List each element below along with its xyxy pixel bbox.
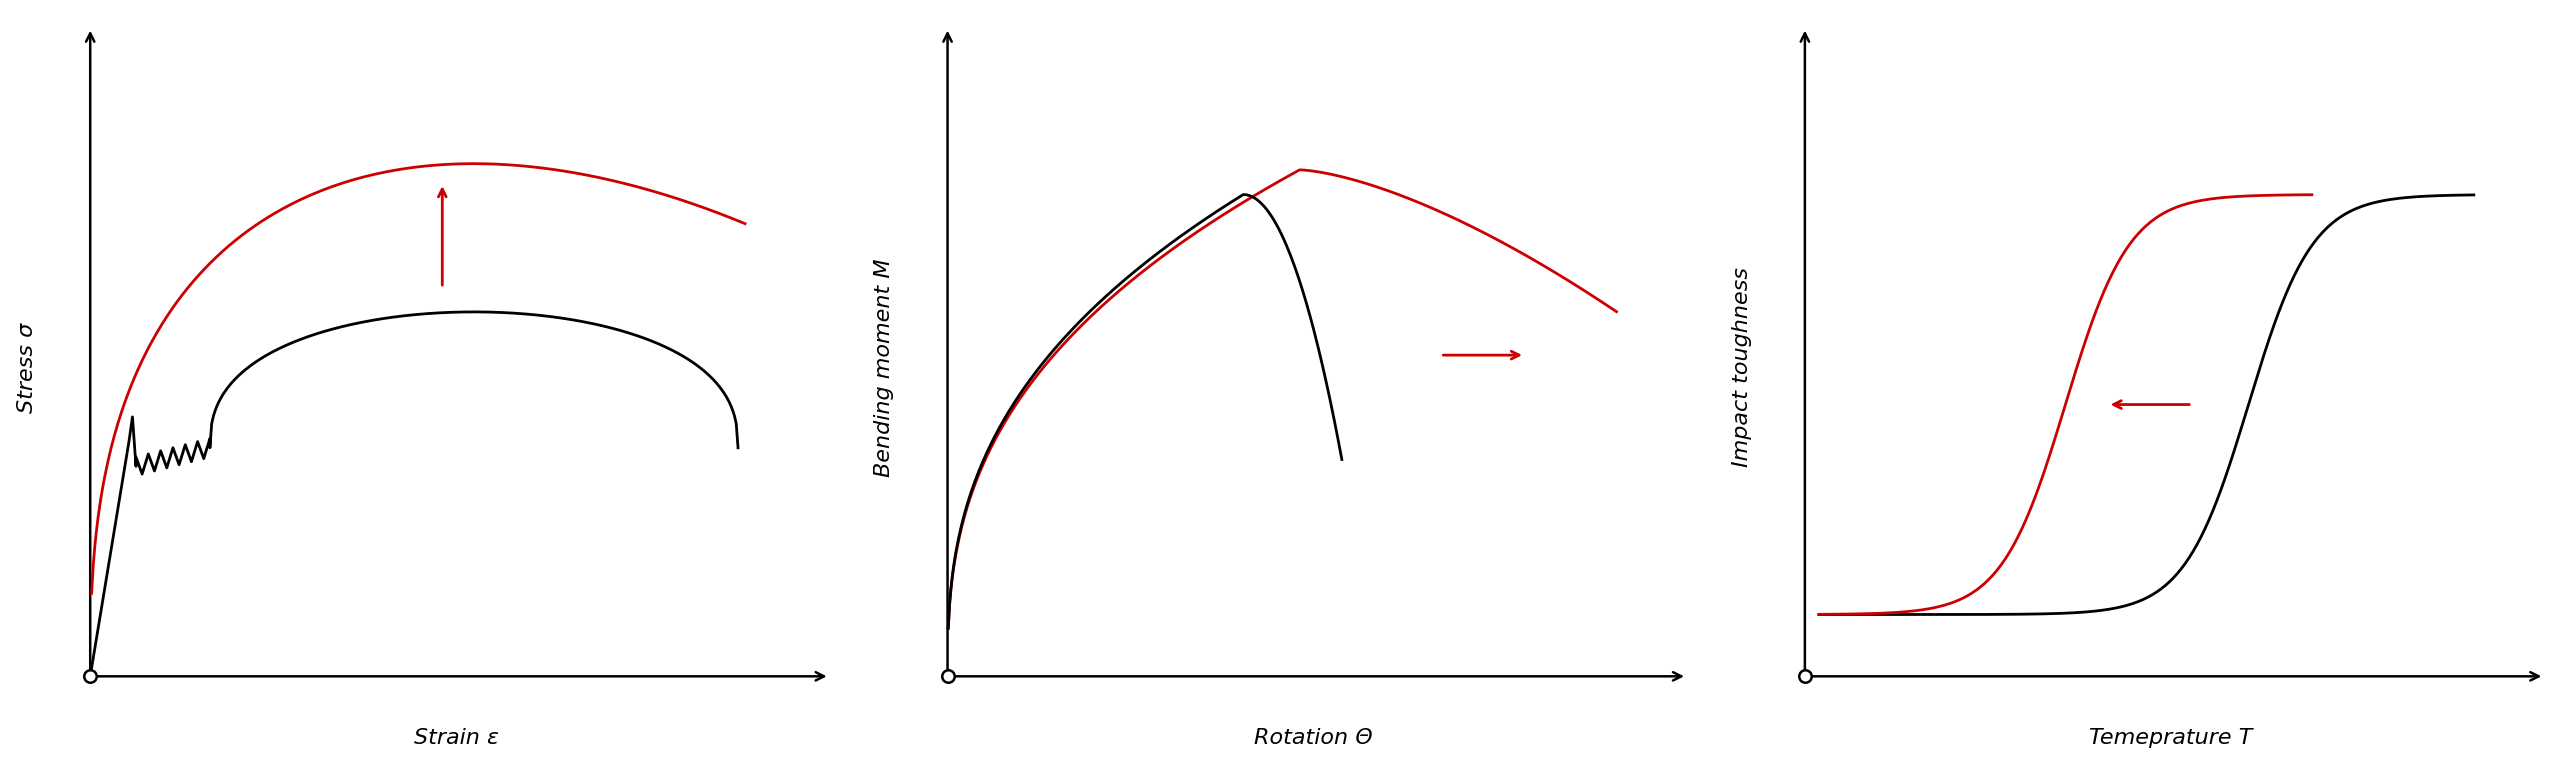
Text: Bending moment M: Bending moment M <box>874 258 895 477</box>
Text: Stress σ: Stress σ <box>18 323 36 412</box>
Text: Impact toughness: Impact toughness <box>1731 267 1752 468</box>
Text: Temeprature T: Temeprature T <box>2088 728 2253 748</box>
Text: Rotation Θ: Rotation Θ <box>1255 728 1373 748</box>
Text: Strain ε: Strain ε <box>414 728 499 748</box>
